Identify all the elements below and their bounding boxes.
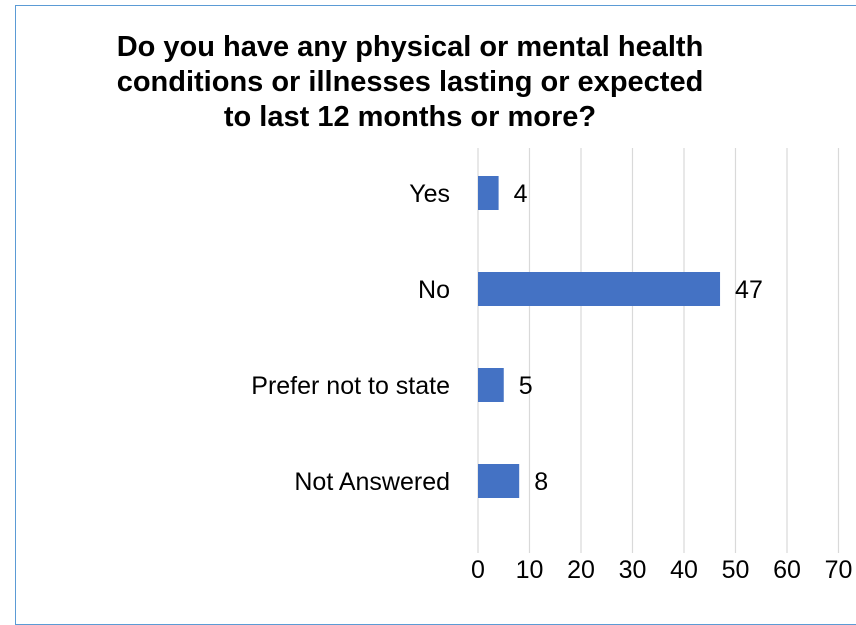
x-tick-label: 60 (773, 556, 801, 584)
category-labels: Yes No Prefer not to state Not Answered (251, 180, 450, 496)
x-tick-label: 20 (567, 556, 595, 584)
bar (478, 368, 504, 402)
chart-title-line: conditions or illnesses lasting or expec… (116, 66, 704, 98)
category-label: No (418, 276, 450, 304)
data-label: 5 (519, 372, 533, 400)
gridlines (477, 148, 840, 553)
x-tick-label: 0 (471, 556, 485, 584)
data-label: 47 (735, 276, 763, 304)
chart-frame (15, 5, 856, 625)
chart-title-line: to last 12 months or more? (223, 101, 597, 133)
x-tick-label: 50 (722, 556, 750, 584)
bar-chart: Yes No Prefer not to state Not Answered 4 47… (251, 148, 852, 584)
data-label: 4 (514, 180, 528, 208)
bar (478, 176, 499, 210)
x-tick-label: 30 (619, 556, 647, 584)
category-label: Prefer not to state (251, 372, 450, 400)
bar (478, 464, 520, 498)
bar (478, 272, 721, 306)
x-tick-label: 10 (516, 556, 544, 584)
x-tick-label: 70 (825, 556, 853, 584)
bars (478, 176, 721, 498)
value-labels: 4 47 5 8 (514, 180, 763, 496)
category-label: Yes (409, 180, 450, 208)
chart-title: Do you have any physical or mental healt… (15, 30, 805, 135)
x-tick-label: 40 (670, 556, 698, 584)
category-label: Not Answered (294, 468, 450, 496)
data-label: 8 (534, 468, 548, 496)
x-axis-tick-labels: 0 10 20 30 40 50 60 70 (471, 556, 852, 584)
chart-title-line: Do you have any physical or mental healt… (116, 31, 704, 63)
